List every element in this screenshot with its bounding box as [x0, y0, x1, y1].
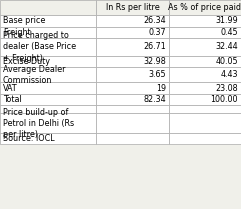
Bar	[169, 133, 241, 144]
Bar	[96, 82, 169, 94]
Text: Price charged to
dealer (Base Price
+ Freight): Price charged to dealer (Base Price + Fr…	[3, 31, 76, 62]
Text: 40.05: 40.05	[215, 57, 238, 66]
Bar	[96, 94, 169, 105]
Text: 31.99: 31.99	[215, 16, 238, 25]
Bar	[96, 56, 169, 67]
Text: 0.45: 0.45	[221, 28, 238, 37]
Text: Total: Total	[3, 95, 22, 104]
Text: Average Dealer
Commission: Average Dealer Commission	[3, 65, 65, 85]
Text: 26.34: 26.34	[143, 16, 166, 25]
Text: VAT: VAT	[3, 84, 18, 93]
Bar	[169, 15, 241, 27]
Bar	[169, 27, 241, 38]
Text: 100.00: 100.00	[211, 95, 238, 104]
Bar	[96, 0, 169, 15]
Bar	[169, 82, 241, 94]
Text: 26.71: 26.71	[143, 42, 166, 51]
Bar	[169, 56, 241, 67]
Text: Source: IOCL: Source: IOCL	[3, 134, 54, 143]
Bar	[0, 67, 96, 82]
Text: 82.34: 82.34	[143, 95, 166, 104]
Text: 19: 19	[156, 84, 166, 93]
Bar	[0, 133, 96, 144]
Bar	[96, 15, 169, 27]
Text: 32.98: 32.98	[143, 57, 166, 66]
Bar	[96, 67, 169, 82]
Text: Price build-up of
Petrol in Delhi (Rs
per litre): Price build-up of Petrol in Delhi (Rs pe…	[3, 108, 74, 139]
Bar	[0, 113, 96, 133]
Bar	[169, 105, 241, 113]
Text: 32.44: 32.44	[215, 42, 238, 51]
Text: Freight: Freight	[3, 28, 31, 37]
Bar	[96, 27, 169, 38]
Bar	[169, 113, 241, 133]
Bar	[169, 0, 241, 15]
Text: 23.08: 23.08	[215, 84, 238, 93]
Bar	[169, 38, 241, 56]
Text: Base price: Base price	[3, 16, 45, 25]
Bar	[0, 0, 96, 15]
Bar	[0, 27, 96, 38]
Bar	[96, 113, 169, 133]
Text: 4.43: 4.43	[221, 70, 238, 79]
Bar	[96, 38, 169, 56]
Bar	[0, 94, 96, 105]
Text: As % of price paid: As % of price paid	[168, 3, 241, 12]
Bar	[0, 38, 96, 56]
Bar	[0, 82, 96, 94]
Text: Excise Duty: Excise Duty	[3, 57, 50, 66]
Text: 0.37: 0.37	[148, 28, 166, 37]
Text: 3.65: 3.65	[148, 70, 166, 79]
Bar	[96, 105, 169, 113]
Bar	[96, 133, 169, 144]
Text: In Rs per litre: In Rs per litre	[106, 3, 160, 12]
Bar	[0, 56, 96, 67]
Bar	[0, 105, 96, 113]
Bar	[0, 15, 96, 27]
Bar	[169, 67, 241, 82]
Bar	[169, 94, 241, 105]
